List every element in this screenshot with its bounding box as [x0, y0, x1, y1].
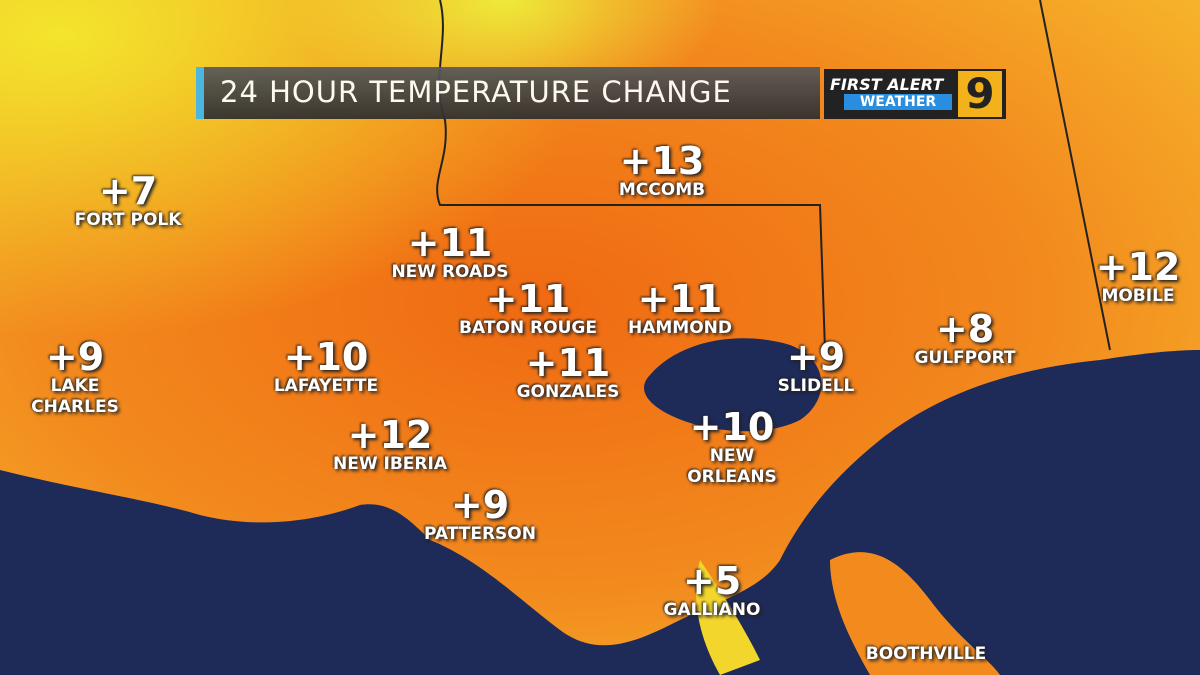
city-label: +9 LAKE CHARLES	[20, 338, 130, 418]
city-name: MCCOMB	[618, 180, 706, 200]
lake-pontchartrain	[644, 338, 822, 432]
city-name: HAMMOND	[627, 318, 732, 338]
title-banner: 24 HOUR TEMPERATURE CHANGE	[196, 67, 820, 119]
city-label: +11 BATON ROUGE	[448, 280, 608, 339]
city-label: +7 FORT POLK	[48, 172, 208, 231]
temp-change: +11	[525, 341, 611, 385]
city-name: LAKE CHARLES	[31, 376, 119, 417]
state-border	[436, 0, 1111, 351]
temp-change: +9	[450, 483, 510, 527]
title: 24 HOUR TEMPERATURE CHANGE	[220, 75, 732, 109]
city-label: +5 GALLIANO	[632, 562, 792, 621]
city-name: NEW IBERIA	[333, 454, 447, 474]
temp-change: +11	[485, 277, 571, 321]
city-label: +10 LAFAYETTE	[246, 338, 406, 397]
city-label: +11 NEW ROADS	[370, 224, 530, 283]
temp-change: +12	[347, 413, 433, 457]
city-label: +12 MOBILE	[1058, 248, 1200, 307]
temp-change: +8	[935, 307, 995, 351]
city-label: +8 GULFPORT	[885, 310, 1045, 369]
city-label: +11 HAMMOND	[600, 280, 760, 339]
temp-change: +10	[689, 405, 775, 449]
city-label: +9 SLIDELL	[736, 338, 896, 397]
city-label: +11 GONZALES	[488, 344, 648, 403]
delta-land	[830, 552, 1000, 675]
temp-change: +9	[786, 335, 846, 379]
temp-change: +12	[1095, 245, 1181, 289]
city-label: +13 MCCOMB	[582, 142, 742, 201]
temp-change: +13	[619, 139, 705, 183]
city-name: GALLIANO	[663, 600, 761, 620]
temp-change: +11	[637, 277, 723, 321]
city-name: NEW ORLEANS	[687, 446, 777, 487]
city-name: GULFPORT	[914, 348, 1016, 368]
city-name: NEW ROADS	[391, 262, 509, 282]
city-name: MOBILE	[1101, 286, 1175, 306]
city-name: LAFAYETTE	[273, 376, 379, 396]
temp-change: +5	[682, 559, 742, 603]
city-name: BOOTHVILLE	[865, 644, 987, 664]
logo-channel: 9	[958, 71, 1002, 117]
logo-text: FIRST ALERT	[830, 75, 944, 94]
city-name: GONZALES	[516, 382, 620, 402]
city-label: BOOTHVILLE	[846, 644, 1006, 665]
temp-change: +7	[98, 169, 158, 213]
temp-change: +9	[45, 335, 105, 379]
city-label: +9 PATTERSON	[400, 486, 560, 545]
temp-change: +11	[407, 221, 493, 265]
city-label: +12 NEW IBERIA	[310, 416, 470, 475]
logo-text: WEATHER	[844, 94, 952, 110]
city-name: FORT POLK	[74, 210, 182, 230]
logo: FIRST ALERT WEATHER 9	[824, 69, 1006, 119]
delta-land	[696, 560, 760, 675]
city-name: PATTERSON	[424, 524, 536, 544]
city-name: SLIDELL	[777, 376, 855, 396]
city-name: BATON ROUGE	[459, 318, 597, 338]
temp-change: +10	[283, 335, 369, 379]
city-label: +10 NEW ORLEANS	[677, 408, 787, 488]
